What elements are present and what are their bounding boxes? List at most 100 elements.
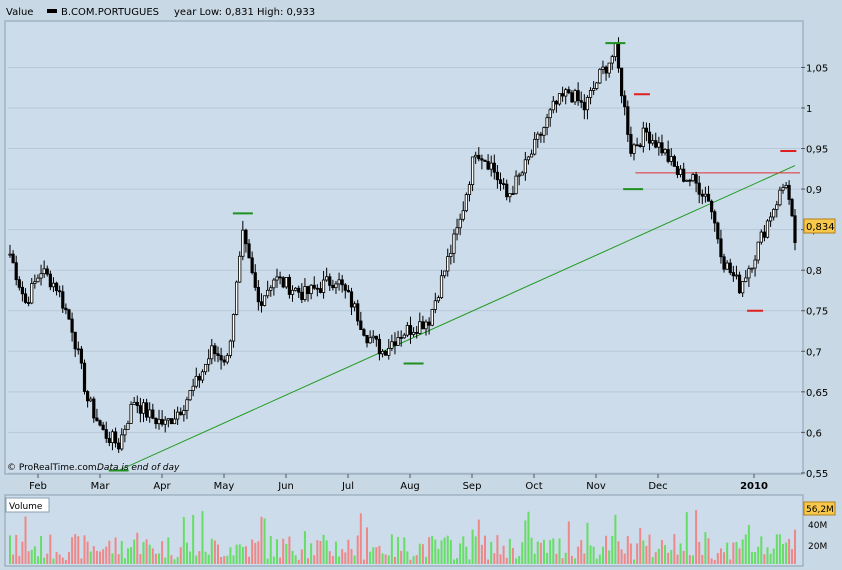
candle-body	[294, 287, 298, 291]
volume-bar	[49, 534, 52, 564]
candle-body	[213, 345, 217, 355]
candle-body	[495, 171, 500, 181]
candle-body	[107, 437, 111, 444]
candle-body	[76, 348, 80, 351]
volume-bar	[182, 516, 185, 564]
candle-body	[334, 283, 338, 289]
volume-bar	[40, 535, 43, 564]
volume-bar	[102, 549, 105, 564]
candle-body	[511, 193, 515, 196]
volume-bar	[527, 511, 530, 564]
candle-body	[349, 291, 354, 308]
volume-bar	[719, 548, 722, 564]
volume-bar	[275, 539, 278, 564]
header-bar	[0, 0, 842, 20]
volume-bar	[456, 558, 459, 564]
candle-body	[318, 288, 323, 293]
candle-body	[561, 93, 565, 97]
x-tick-label: Nov	[586, 481, 606, 492]
volume-bar	[688, 555, 691, 564]
x-tick-label: Sep	[463, 481, 482, 492]
candle-body	[567, 89, 571, 94]
volume-bar	[64, 559, 67, 564]
volume-bar	[713, 559, 716, 564]
volume-bar	[139, 554, 142, 564]
candle-body	[387, 347, 391, 356]
volume-bar	[754, 551, 757, 564]
candle-body	[48, 273, 52, 288]
volume-bar	[353, 555, 356, 564]
candle-body	[647, 131, 652, 144]
volume-bar	[384, 554, 387, 564]
candle-body	[439, 275, 444, 299]
candle-body	[424, 321, 428, 330]
volume-bar	[331, 555, 334, 564]
candle-body	[759, 231, 763, 243]
volume-bar	[515, 558, 518, 564]
candle-body	[297, 287, 301, 293]
candle-body	[629, 134, 633, 154]
candle-body	[725, 262, 729, 270]
volume-bar	[120, 541, 123, 564]
volume-tick-40m: 40M	[808, 521, 827, 531]
volume-bar	[266, 558, 269, 564]
volume-bar	[431, 536, 434, 564]
volume-bar	[772, 548, 775, 564]
trendline[interactable]	[118, 165, 796, 471]
candle-body	[486, 161, 490, 170]
volume-bar	[291, 550, 294, 564]
volume-bar	[390, 534, 393, 564]
volume-bar	[561, 558, 564, 564]
volume-bar	[207, 554, 210, 564]
volume-bar	[645, 545, 648, 564]
volume-bar	[471, 529, 474, 564]
candle-body	[328, 276, 332, 286]
candle-body	[607, 62, 611, 74]
candle-body	[778, 189, 782, 206]
volume-bar	[241, 546, 244, 564]
candle-body	[741, 281, 745, 294]
volume-bar	[465, 546, 468, 564]
volume-bar	[251, 539, 254, 564]
candle-body	[638, 144, 642, 147]
volume-bar	[533, 553, 536, 564]
candle-body	[210, 345, 214, 360]
y-tick-label: 1	[806, 104, 812, 115]
candle-body	[477, 154, 481, 160]
volume-bar	[269, 536, 272, 564]
volume-bar	[158, 553, 161, 564]
candle-body	[449, 252, 453, 257]
volume-bar	[474, 536, 477, 564]
candle-body	[64, 307, 68, 311]
volume-bar	[285, 543, 288, 564]
time-x-axis: Feb Mar Apr May Jun Jul Aug Sep Oct Nov Dec 2010	[29, 474, 768, 492]
candle-body	[101, 424, 105, 431]
candle-body	[564, 89, 568, 97]
volume-bar	[741, 539, 744, 564]
x-tick-label: Oct	[525, 481, 542, 492]
price-panel[interactable]	[4, 20, 804, 475]
candle-body	[300, 291, 304, 300]
candle-body	[346, 289, 350, 293]
candle-body	[82, 362, 87, 392]
candle-body	[790, 199, 794, 217]
candle-body	[185, 399, 189, 411]
volume-bar	[574, 558, 577, 564]
candle-body	[405, 325, 409, 336]
volume-bar	[685, 512, 688, 564]
volume-bar	[769, 553, 772, 564]
candle-body	[51, 282, 56, 288]
volume-bar	[213, 540, 216, 564]
candle-body	[70, 318, 74, 333]
x-tick-label: Mar	[91, 481, 111, 492]
volume-bar	[595, 558, 598, 564]
candle-body	[675, 165, 680, 175]
candle-body	[598, 68, 602, 84]
volume-bar	[564, 552, 567, 564]
candle-body	[144, 402, 149, 418]
candle-body	[225, 355, 229, 363]
volume-bar	[415, 555, 418, 564]
volume-bar	[735, 541, 738, 564]
volume-bar	[583, 553, 586, 564]
volume-bar	[192, 514, 195, 564]
